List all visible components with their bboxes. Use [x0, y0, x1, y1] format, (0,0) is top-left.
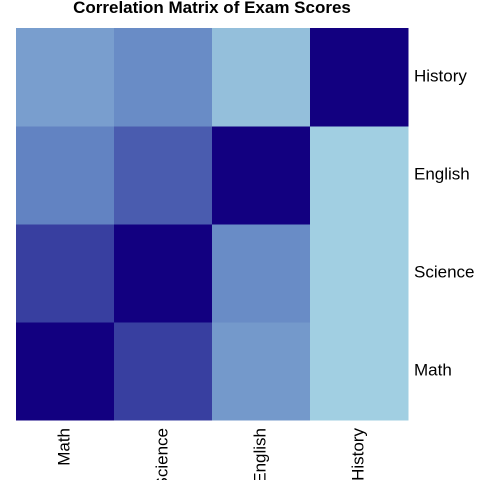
x-tick-label-science: Science	[152, 428, 171, 480]
heatmap-cells	[16, 28, 409, 421]
heatmap-cell-science-history	[310, 224, 409, 323]
y-tick-label-math: Math	[414, 360, 452, 379]
y-tick-label-english: English	[414, 164, 470, 183]
heatmap-cell-science-science	[114, 224, 213, 323]
chart-title: Correlation Matrix of Exam Scores	[73, 0, 351, 17]
heatmap-cell-math-science	[114, 322, 213, 421]
heatmap-cell-history-history	[310, 28, 409, 127]
heatmap-cell-math-history	[310, 322, 409, 421]
x-axis-tick-labels: Math Science English History	[54, 428, 367, 480]
x-tick-label-english: English	[250, 428, 269, 480]
heatmap-cell-history-english	[212, 28, 311, 127]
y-tick-label-history: History	[414, 66, 467, 85]
y-tick-label-science: Science	[414, 262, 474, 281]
y-axis-tick-labels: Math Science English History	[414, 66, 474, 379]
heatmap-cell-science-english	[212, 224, 311, 323]
heatmap-cell-english-math	[16, 126, 115, 225]
heatmap-cell-math-english	[212, 322, 311, 421]
x-tick-label-math: Math	[54, 428, 73, 466]
heatmap-cell-english-history	[310, 126, 409, 225]
heatmap-cell-english-science	[114, 126, 213, 225]
x-tick-label-history: History	[348, 428, 367, 480]
heatmap-cell-science-math	[16, 224, 115, 323]
heatmap-cell-math-math	[16, 322, 115, 421]
heatmap-cell-english-english	[212, 126, 311, 225]
heatmap-cell-history-math	[16, 28, 115, 127]
heatmap-cell-history-science	[114, 28, 213, 127]
